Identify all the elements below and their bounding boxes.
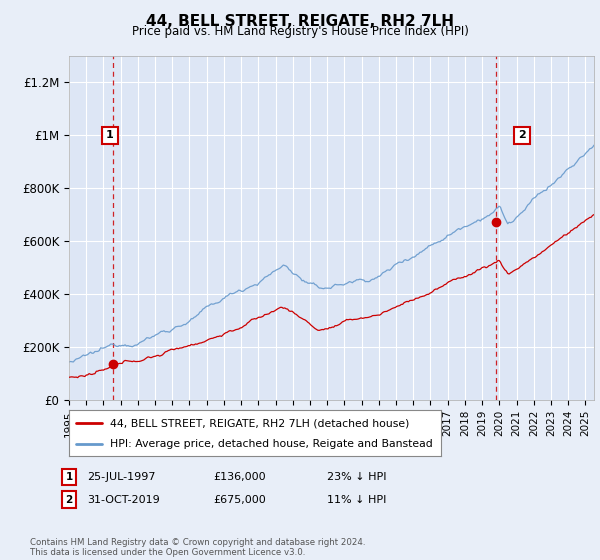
Text: £136,000: £136,000	[213, 472, 266, 482]
Text: 1: 1	[65, 472, 73, 482]
Text: 25-JUL-1997: 25-JUL-1997	[87, 472, 155, 482]
Text: HPI: Average price, detached house, Reigate and Banstead: HPI: Average price, detached house, Reig…	[110, 440, 433, 450]
Text: 2: 2	[65, 494, 73, 505]
Text: 1: 1	[106, 130, 113, 141]
Text: 44, BELL STREET, REIGATE, RH2 7LH: 44, BELL STREET, REIGATE, RH2 7LH	[146, 14, 454, 29]
Text: 31-OCT-2019: 31-OCT-2019	[87, 494, 160, 505]
Text: Price paid vs. HM Land Registry's House Price Index (HPI): Price paid vs. HM Land Registry's House …	[131, 25, 469, 38]
Text: 44, BELL STREET, REIGATE, RH2 7LH (detached house): 44, BELL STREET, REIGATE, RH2 7LH (detac…	[110, 418, 409, 428]
Text: 23% ↓ HPI: 23% ↓ HPI	[327, 472, 386, 482]
Text: Contains HM Land Registry data © Crown copyright and database right 2024.
This d: Contains HM Land Registry data © Crown c…	[30, 538, 365, 557]
Text: 2: 2	[518, 130, 526, 141]
Text: 11% ↓ HPI: 11% ↓ HPI	[327, 494, 386, 505]
Text: £675,000: £675,000	[213, 494, 266, 505]
